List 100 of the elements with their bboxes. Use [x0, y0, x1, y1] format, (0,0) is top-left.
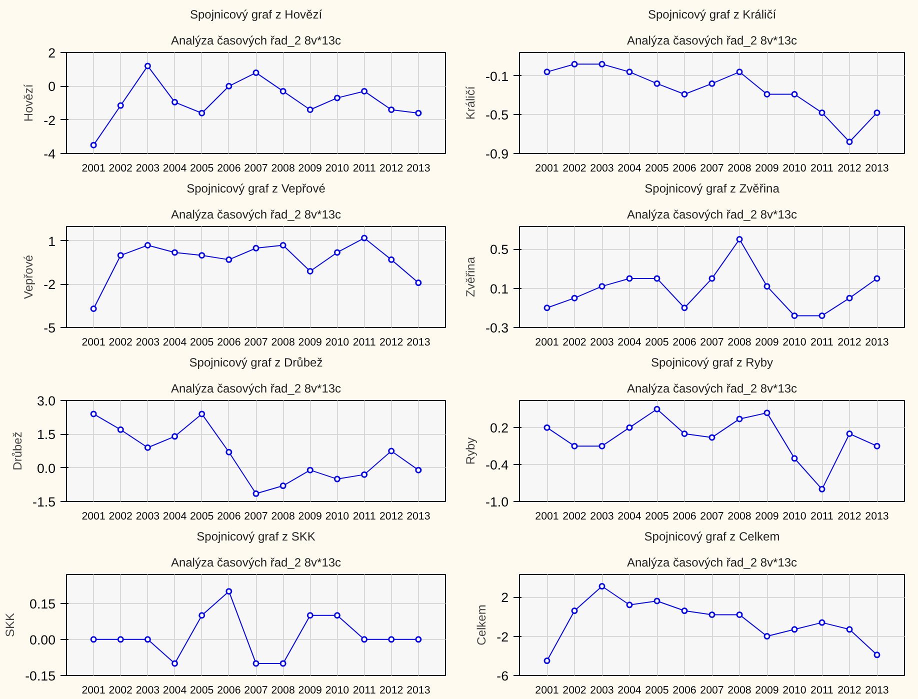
chart-subtitle: Analýza časových řad_2 8v*13c — [170, 34, 342, 48]
y-tick-label: -0.3 — [486, 320, 508, 336]
x-tick-label: 2003 — [590, 162, 614, 174]
x-tick-label: 2006 — [672, 162, 696, 174]
x-tick-label: 2006 — [217, 336, 241, 348]
x-tick-label: 2012 — [838, 162, 862, 174]
x-tick-label: 2012 — [380, 510, 404, 522]
y-tick-label: 0.1 — [490, 281, 509, 296]
chart-title: Spojnicový graf z SKK — [196, 530, 316, 544]
y-tick-label: 1 — [48, 234, 56, 249]
x-tick-label: 2010 — [325, 336, 350, 348]
y-axis-title: Vepřové — [22, 254, 36, 300]
x-tick-label: 2013 — [406, 162, 430, 174]
x-tick-label: 2001 — [535, 510, 559, 522]
y-axis-title: Králičí — [464, 86, 478, 120]
y-tick-label: 0.5 — [490, 242, 509, 258]
chart-subtitle: Analýza časových řad_2 8v*13c — [170, 208, 342, 222]
y-tick-label: -0.9 — [486, 146, 508, 162]
x-tick-label: 2009 — [755, 336, 779, 348]
x-tick-label: 2011 — [810, 336, 834, 348]
y-tick-label: -2 — [44, 277, 56, 292]
x-tick-label: 2008 — [728, 684, 752, 696]
y-tick-label: -2 — [496, 629, 509, 644]
x-tick-label: 2005 — [190, 684, 214, 696]
x-tick-label: 2005 — [190, 162, 214, 174]
x-tick-label: 2004 — [618, 510, 642, 522]
x-tick-label: 2009 — [298, 162, 322, 174]
x-tick-label: 2001 — [82, 510, 106, 522]
y-tick-label: -2 — [44, 112, 56, 128]
x-tick-label: 2004 — [162, 510, 187, 522]
x-tick-label: 2004 — [162, 684, 187, 696]
x-tick-label: 2003 — [136, 510, 160, 522]
y-tick-label: -0.1 — [486, 68, 508, 84]
y-tick-label: 0 — [48, 79, 56, 94]
x-tick-label: 2002 — [108, 162, 133, 174]
x-tick-label: 2008 — [271, 684, 295, 696]
x-tick-label: 2011 — [810, 510, 834, 522]
x-tick-label: 2010 — [325, 162, 350, 174]
chart-subtitle: Analýza časových řad_2 8v*13c — [170, 556, 342, 570]
x-tick-label: 2007 — [244, 510, 268, 522]
x-tick-label: 2002 — [108, 684, 133, 696]
y-tick-label: -0.4 — [486, 458, 510, 473]
x-tick-label: 2008 — [271, 162, 295, 174]
x-tick-label: 2009 — [298, 510, 322, 522]
chart-subtitle: Analýza časových řad_2 8v*13c — [170, 382, 342, 396]
x-tick-label: 2009 — [298, 684, 322, 696]
x-tick-label: 2013 — [406, 510, 430, 522]
x-tick-label: 2010 — [325, 684, 350, 696]
y-axis-title: Ryby — [464, 437, 478, 465]
x-tick-label: 2004 — [162, 162, 187, 174]
x-tick-label: 2013 — [406, 336, 430, 348]
x-tick-label: 2002 — [562, 162, 586, 174]
x-tick-label: 2007 — [244, 336, 268, 348]
x-tick-label: 2005 — [645, 162, 669, 174]
x-tick-label: 2004 — [618, 336, 642, 348]
x-tick-label: 2004 — [618, 162, 642, 174]
y-tick-label: -0.15 — [25, 668, 56, 684]
x-tick-label: 2003 — [590, 510, 614, 522]
y-tick-label: -1.5 — [32, 494, 56, 510]
x-tick-label: 2001 — [82, 336, 106, 348]
x-tick-label: 2005 — [190, 510, 214, 522]
y-tick-label: 0.0 — [36, 460, 56, 476]
x-tick-label: 2008 — [728, 162, 752, 174]
chart-title: Spojnicový graf z Drůbež — [189, 356, 323, 370]
x-tick-label: 2003 — [136, 336, 160, 348]
y-tick-label: -6 — [496, 668, 509, 684]
x-tick-label: 2008 — [728, 510, 752, 522]
x-tick-label: 2010 — [782, 336, 806, 348]
y-tick-label: 0.2 — [490, 420, 509, 436]
x-tick-label: 2006 — [672, 336, 696, 348]
x-tick-label: 2002 — [562, 510, 586, 522]
x-tick-label: 2002 — [562, 684, 586, 696]
x-tick-label: 2002 — [108, 336, 133, 348]
x-tick-label: 2003 — [590, 684, 614, 696]
chart-title: Spojnicový graf z Hovězí — [190, 8, 323, 22]
chart-title: Spojnicový graf z Králičí — [648, 8, 777, 22]
x-tick-label: 2002 — [108, 510, 133, 522]
x-tick-label: 2005 — [645, 510, 669, 522]
y-tick-label: 0.00 — [30, 632, 56, 648]
x-tick-label: 2012 — [838, 684, 862, 696]
x-tick-label: 2005 — [645, 336, 669, 348]
x-tick-label: 2012 — [380, 684, 404, 696]
x-tick-label: 2008 — [728, 336, 752, 348]
x-tick-label: 2003 — [136, 162, 160, 174]
x-tick-label: 2003 — [136, 684, 160, 696]
x-tick-label: 2008 — [271, 336, 295, 348]
x-tick-label: 2008 — [271, 510, 295, 522]
x-tick-label: 2007 — [244, 162, 268, 174]
y-axis-title: Zvěřina — [464, 256, 478, 298]
x-tick-label: 2001 — [82, 684, 106, 696]
x-tick-label: 2011 — [352, 336, 376, 348]
x-tick-label: 2005 — [190, 336, 214, 348]
y-tick-label: -5 — [44, 320, 56, 336]
y-tick-label: 0.15 — [30, 596, 56, 612]
chart-title: Spojnicový graf z Vepřové — [186, 182, 326, 196]
x-tick-label: 2011 — [352, 510, 376, 522]
x-tick-label: 2001 — [535, 162, 559, 174]
x-tick-label: 2006 — [672, 510, 696, 522]
y-tick-label: 2 — [48, 46, 56, 60]
x-tick-label: 2004 — [162, 336, 187, 348]
